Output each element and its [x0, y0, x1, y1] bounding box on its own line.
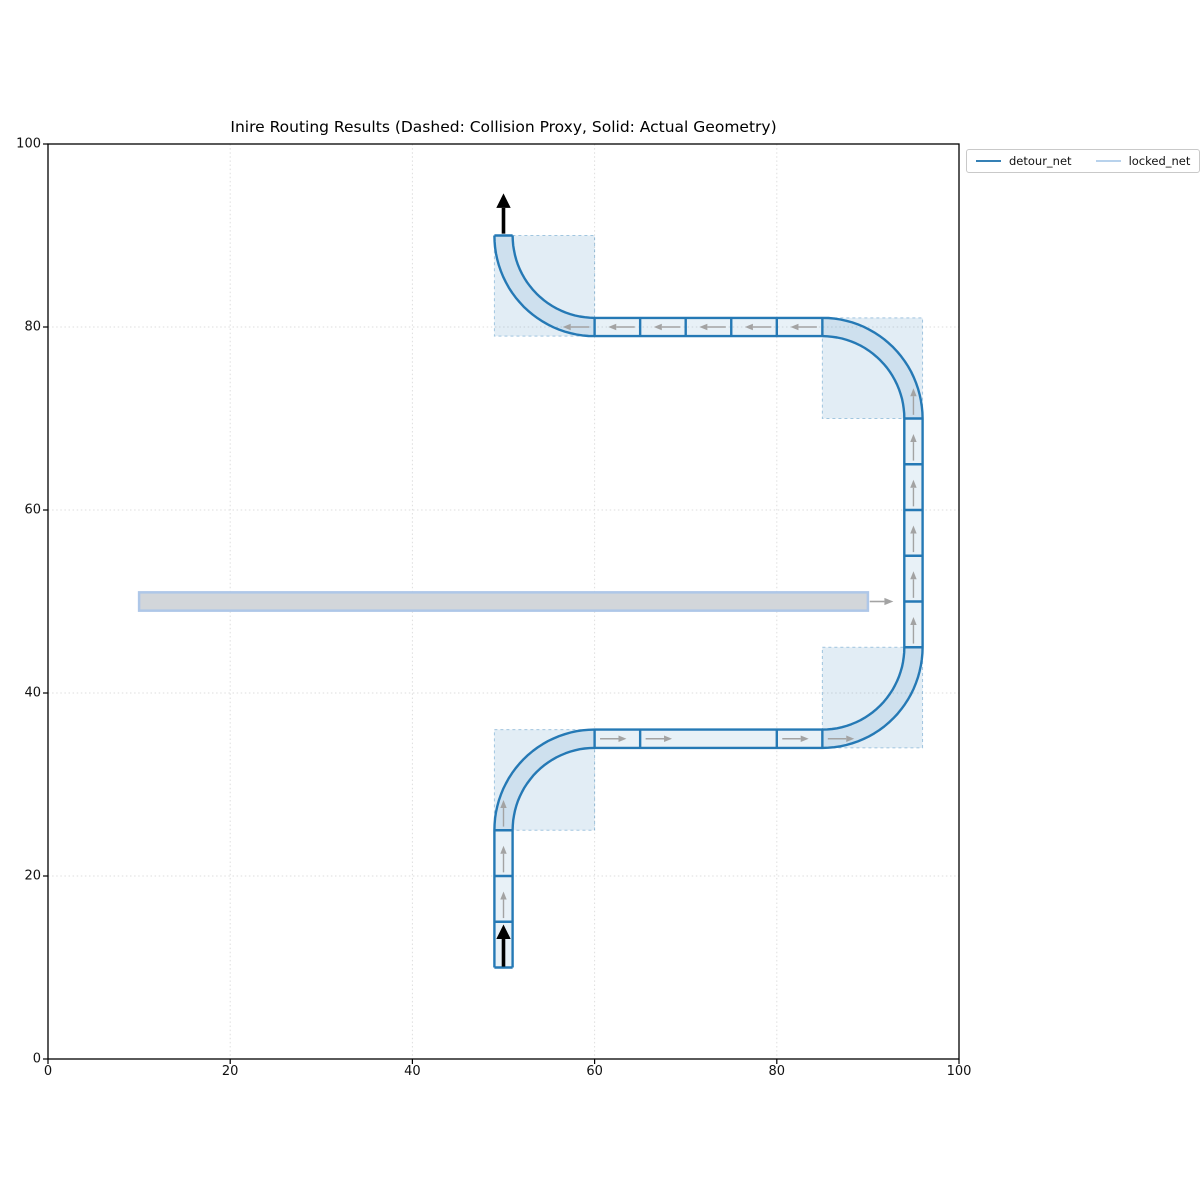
- flow-arrow-head: [790, 323, 799, 331]
- x-tick-label-0: 0: [43, 1064, 53, 1079]
- channel-outer-edge: [493, 235, 906, 968]
- start-arrow-head: [496, 924, 511, 939]
- flow-arrow-head: [664, 735, 673, 742]
- flow-arrow-head: [910, 617, 917, 626]
- legend: detour_net locked_net: [966, 149, 1200, 173]
- x-tick-label-80: 80: [768, 1064, 786, 1079]
- flow-arrow-head: [699, 323, 708, 331]
- x-tick-label-100: 100: [946, 1064, 972, 1079]
- locked-net-bar: [137, 591, 870, 612]
- collision-proxies: [493, 235, 924, 831]
- flow-arrow-head: [562, 323, 571, 331]
- axes-spines: [47, 143, 960, 1060]
- flow-arrow-head: [744, 323, 753, 331]
- legend-line-swatch-detour-net: [976, 159, 1001, 163]
- legend-item-detour-net: detour_net: [976, 154, 1072, 168]
- axis-ticks: [43, 143, 960, 1064]
- y-tick-label-60: 60: [24, 502, 41, 518]
- collision-proxy: [821, 646, 924, 749]
- end-arrow-head: [496, 193, 511, 208]
- flow-arrow-head: [500, 845, 507, 854]
- y-tick-label-80: 80: [24, 319, 41, 335]
- legend-item-locked-net: locked_net: [1095, 154, 1191, 168]
- y-tick-label-40: 40: [24, 685, 41, 701]
- x-tick-label-40: 40: [404, 1064, 421, 1079]
- flow-arrow-head: [846, 735, 855, 742]
- flow-arrows: [500, 323, 917, 919]
- terminal-arrows: [496, 193, 511, 967]
- y-tick-label-0: 0: [32, 1051, 41, 1067]
- flow-arrow-head: [653, 323, 662, 331]
- collision-proxy: [493, 235, 596, 337]
- chart-title: Inire Routing Results (Dashed: Collision…: [230, 118, 777, 136]
- locked-net-arrow-head: [884, 597, 894, 606]
- channel-fill: [494, 235, 923, 968]
- x-tick-label-20: 20: [221, 1064, 239, 1079]
- legend-label-locked-net: locked_net: [1128, 154, 1191, 168]
- flow-arrow-head: [500, 891, 507, 900]
- y-tick-label-20: 20: [24, 868, 41, 884]
- flow-arrow-head: [910, 571, 917, 580]
- detour-net-channel: [493, 234, 924, 969]
- x-tick-label-60: 60: [586, 1064, 603, 1079]
- flow-arrow-head: [910, 388, 917, 397]
- y-tick-label-100: 100: [16, 136, 41, 152]
- collision-proxy: [821, 317, 924, 420]
- flow-arrow-head: [608, 323, 617, 331]
- legend-label-detour-net: detour_net: [1009, 154, 1072, 168]
- flow-arrow-head: [910, 525, 917, 534]
- flow-arrow-head: [910, 434, 917, 443]
- flow-arrow-head: [500, 800, 507, 809]
- collision-proxy: [493, 729, 596, 831]
- legend-line-swatch-locked-net: [1095, 159, 1121, 163]
- channel-inner-edge: [511, 235, 924, 968]
- flow-arrow-head: [910, 479, 917, 488]
- flow-arrow-head: [618, 735, 627, 742]
- locked-net: [137, 591, 894, 612]
- grid: [48, 144, 959, 1059]
- flow-arrow-head: [800, 735, 809, 742]
